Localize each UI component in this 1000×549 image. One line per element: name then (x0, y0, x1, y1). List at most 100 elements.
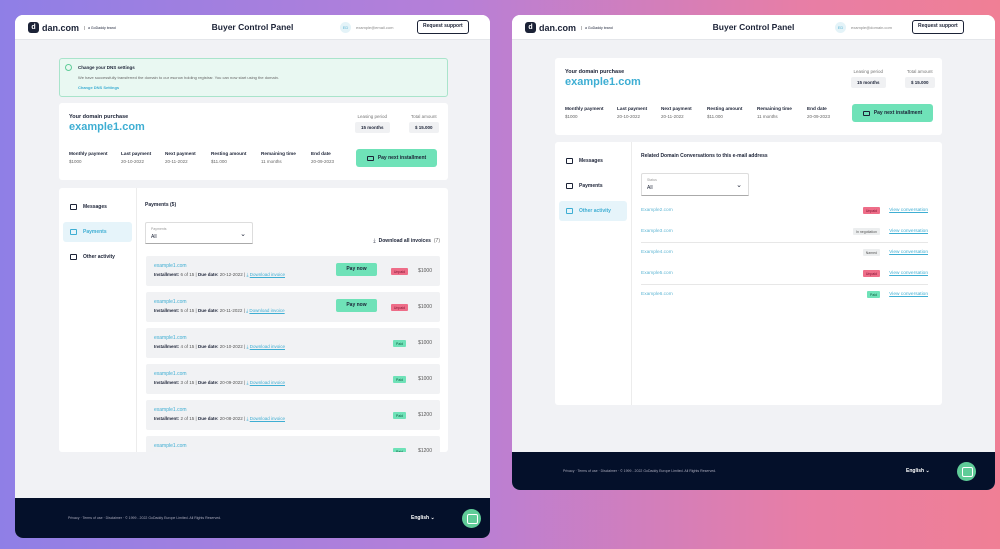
payment-domain[interactable]: example1.com (154, 371, 187, 377)
conversation-domain[interactable]: Example2.com (641, 208, 673, 213)
sidebar-item-payments[interactable]: Payments (559, 176, 627, 196)
total-label: Total amount (906, 69, 933, 74)
download-all-invoices[interactable]: ⤓ Download all invoices (7) (373, 238, 440, 244)
change-dns-link[interactable]: Change DNS Settings (78, 85, 120, 90)
status-badge: Unpaid (862, 270, 880, 277)
pay-next-installment-button[interactable]: Pay next installment (852, 104, 933, 122)
download-invoice-link[interactable]: Download invoice (249, 344, 285, 349)
card-icon (862, 110, 870, 116)
dns-banner: Change your DNS settings We have success… (59, 58, 448, 97)
sidebar-item-messages[interactable]: Messages (559, 151, 627, 171)
request-support-button[interactable]: Request support (417, 20, 469, 34)
status-badge: Named (862, 249, 880, 256)
stat-label: Next payment (165, 151, 196, 156)
payment-domain[interactable]: example1.com (154, 299, 187, 305)
footer: Privacy · Terms of use · Disclaimer · © … (512, 452, 995, 490)
status-badge: Unpaid (862, 207, 880, 214)
sidebar-item-label: Other activity (579, 208, 611, 214)
messages-icon (566, 158, 573, 164)
payment-row: example1.com Installment: 5 of 15 | Due d… (146, 292, 440, 322)
payment-domain[interactable]: example1.com (154, 407, 187, 413)
download-invoice-link[interactable]: Download invoice (249, 308, 285, 313)
conversation-row: Example5.com Unpaid View conversation (641, 264, 928, 285)
sidebar-item-other-activity[interactable]: Other activity (63, 247, 132, 267)
chat-icon[interactable] (957, 462, 976, 481)
view-conversation-link[interactable]: View conversation (889, 292, 928, 297)
purchase-domain[interactable]: example1.com (565, 76, 641, 88)
leasing-label: Leasing period (853, 69, 884, 74)
logo[interactable]: d dan.com a GoDaddy brand (525, 22, 613, 33)
pay-now-button[interactable]: Pay now (336, 299, 377, 312)
installment-label: Installment: (154, 416, 180, 421)
download-invoice-link[interactable]: Download invoice (249, 416, 285, 421)
logo-icon: d (525, 22, 536, 33)
avatar[interactable]: ED (340, 22, 351, 33)
conversation-domain[interactable]: Example4.com (641, 250, 673, 255)
conversation-domain[interactable]: Example3.com (641, 229, 673, 234)
payment-row: example1.com Installment: 3 of 15 | Due d… (146, 364, 440, 394)
avatar[interactable]: ED (835, 22, 846, 33)
due-value: 20-11-2022 (219, 308, 243, 313)
view-conversation-link[interactable]: View conversation (889, 208, 928, 213)
view-conversation-link[interactable]: View conversation (889, 229, 928, 234)
sidebar-item-messages[interactable]: Messages (63, 197, 132, 217)
payment-amount: $1200 (418, 412, 432, 418)
download-invoice-link[interactable]: Download invoice (249, 272, 285, 277)
leasing-value: 15 months (851, 77, 886, 88)
pay-next-installment-button[interactable]: Pay next installment (356, 149, 437, 167)
brand-sub: a GoDaddy brand (581, 25, 613, 30)
stat-5: End date 20-09-2023 (807, 106, 830, 119)
purchase-domain[interactable]: example1.com (69, 121, 145, 133)
view-conversation-link[interactable]: View conversation (889, 271, 928, 276)
payments-filter[interactable]: Payments All ⌄ (145, 222, 253, 244)
download-invoice-link[interactable]: Download invoice (249, 380, 285, 385)
header: d dan.com a GoDaddy brand Buyer Control Pa… (15, 15, 490, 40)
due-label: Due date: (197, 272, 219, 277)
payment-meta: Installment: 4 of 15 | Due date: 20-10-2… (154, 344, 285, 349)
installment-value: 6 of 15 (180, 272, 195, 277)
stat-label: Resting amount (211, 151, 247, 156)
stat-value: 20-10-2022 (121, 159, 145, 164)
conversation-row: Example6.com Paid View conversation (641, 285, 928, 306)
payment-meta: Installment: 5 of 15 | Due date: 20-11-2… (154, 308, 285, 313)
stat-value: 11 months (261, 159, 282, 164)
sidebar-item-other-activity[interactable]: Other activity (559, 201, 627, 221)
view-conversation-link[interactable]: View conversation (889, 250, 928, 255)
download-icon: ⤓ (246, 308, 249, 313)
status-badge: Unpaid (390, 268, 408, 275)
payments-icon (566, 183, 573, 189)
download-icon: ⤓ (373, 238, 376, 244)
page-title: Buyer Control Panel (712, 22, 795, 32)
stat-4: Remaining time 11 months (757, 106, 792, 119)
purchase-card: Your domain purchase example1.com Leasin… (59, 103, 448, 180)
chat-icon[interactable] (462, 509, 481, 528)
payment-domain[interactable]: example1.com (154, 335, 187, 341)
language-select[interactable]: English ⌄ (411, 515, 435, 521)
payment-domain[interactable]: example1.com (154, 443, 187, 449)
leasing-label: Leasing period (357, 114, 388, 119)
language-select[interactable]: English ⌄ (906, 468, 930, 474)
payment-row: example1.com Installment: 4 of 15 | Due d… (146, 328, 440, 358)
copyright: Privacy · Terms of use · Disclaimer · © … (68, 516, 222, 520)
status-filter[interactable]: Status All ⌄ (641, 173, 749, 196)
check-icon (65, 64, 72, 71)
stat-value: 20-11-2022 (165, 159, 188, 164)
payments-panel: Payments (5) Payments All ⌄ ⤓ Download all … (137, 188, 448, 452)
sidebar-item-payments[interactable]: Payments (63, 222, 132, 242)
request-support-button[interactable]: Request support (912, 20, 964, 34)
status-badge: Paid (392, 448, 406, 452)
stat-value: $1000 (565, 114, 578, 119)
payment-domain[interactable]: example1.com (154, 263, 187, 269)
stat-label: Monthly payment (565, 106, 604, 111)
conversation-domain[interactable]: Example5.com (641, 271, 673, 276)
status-badge: Paid (392, 340, 406, 347)
conversation-domain[interactable]: Example6.com (641, 292, 673, 297)
conversations-panel: Related Domain Conversations to this e-m… (632, 142, 942, 405)
footer: Privacy · Terms of use · Disclaimer · © … (15, 498, 490, 538)
stat-2: Next payment 20-11-2022 (165, 151, 196, 164)
pay-now-button[interactable]: Pay now (336, 263, 377, 276)
purchase-label: Your domain purchase (69, 114, 129, 120)
chevron-down-icon: ⌄ (736, 182, 742, 189)
logo[interactable]: d dan.com a GoDaddy brand (28, 22, 116, 33)
stat-1: Last payment 20-10-2022 (617, 106, 647, 119)
